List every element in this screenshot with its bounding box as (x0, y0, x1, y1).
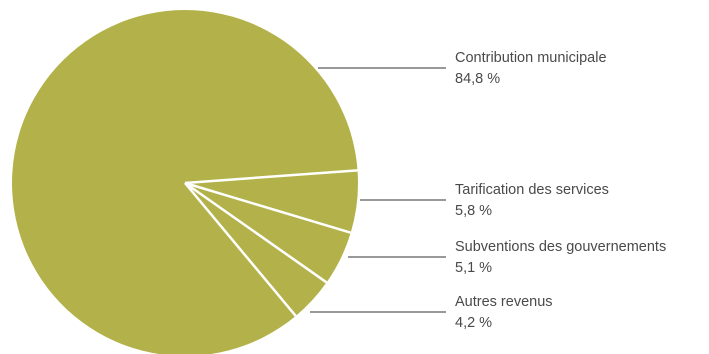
pie-slices (12, 10, 359, 354)
slice-value-label: 5,1 % (455, 260, 492, 276)
slice-label: Tarification des services (455, 182, 609, 198)
slice-label: Contribution municipale (455, 50, 607, 66)
slice-value-label: 4,2 % (455, 315, 492, 331)
slice-value-label: 5,8 % (455, 203, 492, 219)
leader-lines (310, 67, 446, 313)
pie-slice-autres-revenus (185, 183, 327, 316)
slice-labels: Contribution municipale 84,8 % Tarificatio… (455, 50, 666, 331)
slice-separator (184, 181, 328, 284)
pie-slice-tarification-des-services (185, 170, 359, 233)
pie-slice-contribution-municipale (12, 10, 358, 354)
pie-slice-subventions-des-gouvernements (185, 183, 351, 283)
slice-label: Autres revenus (455, 294, 553, 310)
slice-separator (184, 182, 297, 317)
slice-separator (184, 169, 358, 185)
slice-separator (184, 181, 352, 234)
slice-value-label: 84,8 % (455, 71, 500, 87)
slice-label: Subventions des gouvernements (455, 239, 666, 255)
slice-separators (184, 169, 358, 317)
